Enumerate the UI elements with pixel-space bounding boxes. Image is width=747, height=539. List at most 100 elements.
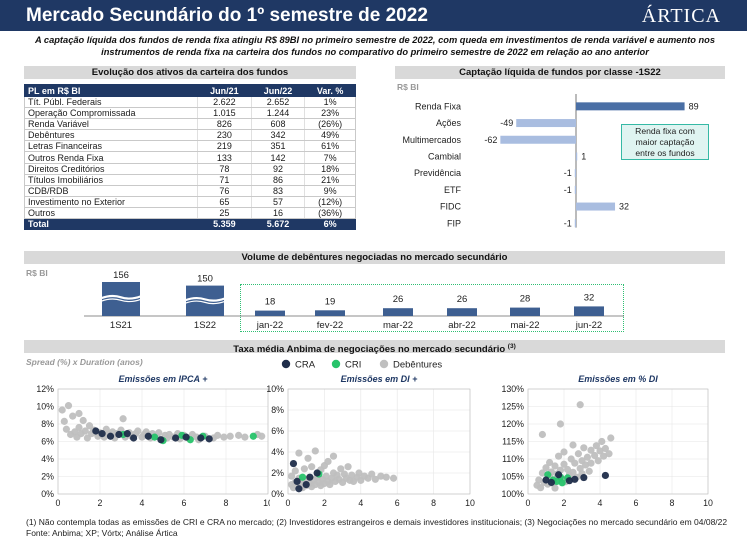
scatter-point <box>594 457 602 465</box>
table-cell: 21% <box>304 174 356 186</box>
scatter-point <box>542 476 550 484</box>
callout-line: Renda fixa com <box>635 126 695 136</box>
scatter-point <box>601 471 609 480</box>
table-total-cell: 5.359 <box>197 218 252 231</box>
table-cell: 826 <box>197 118 252 131</box>
taxa-section-title: Taxa média Anbima de negociações no merc… <box>24 340 725 355</box>
table-cell: 133 <box>197 151 252 164</box>
scatter-point <box>308 463 316 471</box>
table-cell: 57 <box>250 196 305 208</box>
scatter-frame <box>527 388 709 495</box>
scatter-xtick-label: 8 <box>224 498 229 508</box>
legend-marker <box>281 359 291 369</box>
scatter-point <box>241 433 249 441</box>
captacao-bar <box>516 119 576 128</box>
scatter-point <box>587 446 595 454</box>
captacao-category-label: FIDC <box>440 202 461 212</box>
scatter-point <box>220 433 228 441</box>
page-subtitle: A captação líquida dos fundos de renda f… <box>34 35 716 57</box>
scatter-point <box>119 415 127 423</box>
scatter-point <box>157 436 165 444</box>
scatter-point <box>115 430 123 439</box>
scatter-point <box>324 457 332 466</box>
table-cell: 142 <box>250 151 305 164</box>
table-cell: CDB/RDB <box>23 185 198 197</box>
scatter-ytick-label: 105% <box>502 472 525 482</box>
scatter-point <box>326 480 334 489</box>
scatter-point <box>249 432 257 440</box>
table-cell: 78 <box>197 163 252 175</box>
scatter-point <box>368 470 376 478</box>
captacao-value-label: 1 <box>581 151 586 161</box>
scatter-point <box>293 477 301 485</box>
scatter-point <box>574 450 582 458</box>
scatter-ytick-label: 115% <box>502 437 524 447</box>
legend-marker <box>331 359 341 369</box>
legend-label: CRI <box>345 360 361 371</box>
scatter-point <box>537 484 545 492</box>
scatter-point <box>313 469 321 477</box>
assets-header-cell: Jun/21 <box>197 84 252 97</box>
captacao-value-label: -49 <box>500 118 513 128</box>
table-cell: Investimento no Exterior <box>23 196 198 208</box>
debentures-category-label: 1S22 <box>194 320 216 331</box>
scatter-xtick-label: 6 <box>395 498 400 508</box>
scatter-point <box>288 472 296 480</box>
debentures-bar <box>510 307 540 316</box>
scatter-xtick-label: 0 <box>526 498 531 508</box>
table-cell: 1.015 <box>197 107 252 120</box>
legend-label: Debêntures <box>393 360 442 371</box>
table-row: Letras Financeiras 219 351 61% <box>23 140 356 153</box>
captacao-value-label: 32 <box>619 202 629 212</box>
captacao-bar <box>574 169 576 178</box>
debentures-category-label: fev-22 <box>317 320 343 331</box>
table-cell: 65 <box>197 196 252 208</box>
scatter-ytick-label: 0% <box>41 489 54 499</box>
scatter-point <box>258 432 266 440</box>
scatter-point <box>214 431 222 439</box>
captacao-value-label: -1 <box>564 218 572 228</box>
scatter-point <box>576 401 584 409</box>
scatter-xtick-label: 4 <box>140 498 145 508</box>
table-cell: 230 <box>197 129 252 142</box>
debentures-category-label: mai-22 <box>510 320 539 331</box>
axis-break-mark <box>100 298 142 303</box>
scatter-point <box>106 432 115 440</box>
callout-line: maior captação <box>635 137 695 147</box>
debentures-category-label: jan-22 <box>256 320 283 331</box>
scatter-point <box>377 472 385 480</box>
captacao-category-label: Previdência <box>414 168 461 178</box>
scatter-ytick-label: 6% <box>271 426 284 436</box>
scatter-xtick-label: 6 <box>182 498 187 508</box>
table-cell: Debêntures <box>23 129 198 142</box>
table-cell: 219 <box>197 140 252 153</box>
scatter-point <box>565 477 573 485</box>
scatter-point <box>235 431 243 439</box>
scatter-point <box>546 458 554 467</box>
scatter-point <box>134 427 142 435</box>
debentures-volume-chart: 156 1S21 150 1S22 18 jan-22 19 fev-22 26 mar-22 26… <box>84 270 624 331</box>
table-cell: 1.244 <box>250 107 305 120</box>
scatter-point <box>130 434 138 442</box>
table-cell: 1% <box>304 96 356 109</box>
scatter-point <box>226 432 234 440</box>
scatter-point <box>172 434 180 442</box>
scatter-xtick-label: 0 <box>56 498 61 508</box>
scatter-point <box>571 475 579 483</box>
table-row: Renda Variável 826 608 (26%) <box>23 118 356 131</box>
scatter-ytick-label: 8% <box>271 405 284 415</box>
assets-section-title: Evolução dos ativos da carteira dos fund… <box>24 66 356 79</box>
scatter-point <box>592 442 600 450</box>
scatter-point <box>389 474 398 482</box>
legend-marker <box>379 359 389 369</box>
scatter-point <box>79 416 87 425</box>
captacao-category-label: FIP <box>447 218 461 228</box>
scatter-point <box>538 469 546 477</box>
captacao-bar <box>576 202 616 211</box>
scatter-xtick-label: 4 <box>598 498 603 508</box>
captacao-chart: Renda Fixa 89 Ações -49 Multimercados -62 Camb… <box>402 94 699 228</box>
scatter-point <box>560 460 568 468</box>
assets-header-cell: PL em R$ BI <box>23 84 199 97</box>
scatter-point <box>598 437 606 446</box>
scatter-point <box>64 402 73 410</box>
